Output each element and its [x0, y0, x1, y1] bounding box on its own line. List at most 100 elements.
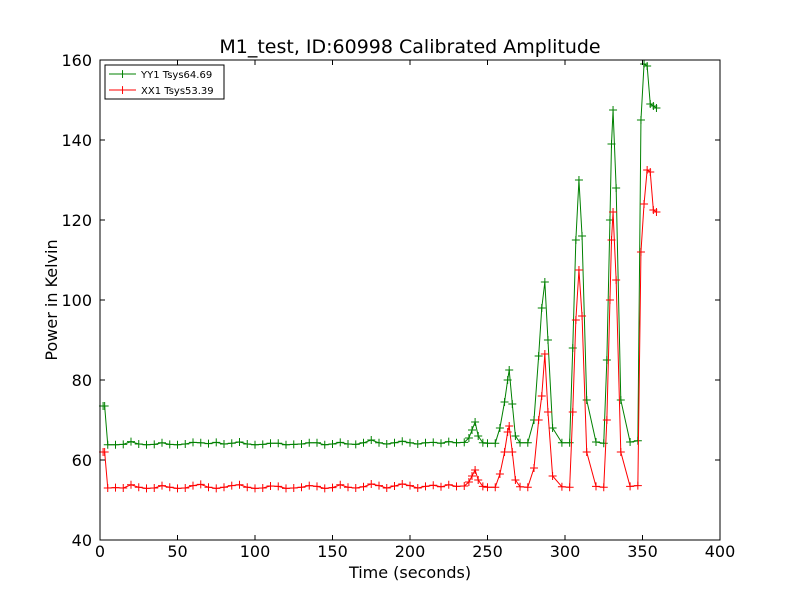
- data-point: [289, 484, 298, 492]
- data-point: [565, 483, 574, 492]
- data-point: [134, 440, 143, 448]
- data-point: [530, 464, 538, 472]
- data-point: [460, 438, 469, 447]
- data-point: [516, 438, 525, 447]
- data-point: [429, 438, 438, 447]
- data-point: [557, 482, 566, 491]
- data-point: [258, 484, 267, 492]
- data-point: [158, 438, 166, 447]
- data-point: [196, 480, 205, 489]
- data-point: [103, 484, 112, 492]
- data-point: [643, 62, 652, 70]
- data-point: [483, 483, 492, 492]
- data-point: [297, 440, 306, 448]
- data-point: [344, 440, 352, 448]
- data-point: [540, 278, 549, 286]
- data-point: [460, 482, 469, 490]
- data-point: [503, 376, 512, 384]
- data-point: [367, 480, 376, 488]
- data-point: [523, 483, 532, 492]
- data-point: [582, 396, 591, 404]
- data-point: [505, 422, 514, 430]
- data-point: [548, 424, 557, 432]
- data-point: [616, 448, 625, 456]
- data-point: [111, 483, 120, 492]
- x-tick-label: 50: [167, 542, 187, 561]
- data-point: [421, 482, 430, 491]
- data-point: [150, 484, 159, 492]
- data-point: [452, 482, 461, 491]
- y-tick-label: 140: [61, 131, 92, 150]
- data-point: [390, 482, 399, 490]
- data-point: [289, 440, 298, 449]
- data-point: [251, 484, 259, 493]
- data-point: [351, 440, 360, 449]
- data-point: [421, 438, 430, 447]
- data-point: [375, 438, 383, 447]
- data-point: [508, 448, 517, 456]
- data-point: [471, 418, 480, 426]
- data-point: [474, 476, 483, 484]
- data-point: [464, 478, 473, 486]
- data-point: [258, 440, 267, 449]
- data-point: [495, 424, 504, 432]
- data-point: [127, 437, 135, 446]
- y-tick-label: 80: [72, 371, 92, 390]
- data-point: [565, 438, 574, 447]
- data-point: [599, 483, 608, 492]
- legend-label-yy1: YY1 Tsys64.69: [140, 70, 212, 81]
- data-point: [243, 440, 252, 448]
- data-point: [100, 402, 109, 410]
- data-point: [568, 408, 577, 416]
- x-tick-label: 0: [95, 542, 105, 561]
- data-point: [471, 466, 480, 474]
- data-point: [491, 483, 500, 492]
- data-point: [382, 484, 391, 492]
- data-point: [220, 440, 228, 448]
- data-point: [313, 482, 321, 491]
- data-point: [359, 482, 368, 491]
- data-point: [305, 481, 314, 490]
- data-point: [251, 440, 259, 449]
- data-point: [204, 483, 213, 492]
- data-point: [607, 236, 616, 244]
- x-tick-label: 100: [240, 542, 271, 561]
- data-point: [543, 408, 552, 416]
- data-point: [652, 208, 661, 216]
- x-tick-label: 150: [317, 542, 348, 561]
- y-tick-label: 100: [61, 291, 92, 310]
- data-point: [165, 440, 174, 449]
- data-point: [468, 472, 476, 480]
- data-point: [636, 116, 645, 124]
- data-point: [344, 483, 352, 492]
- data-point: [282, 484, 290, 493]
- data-point: [220, 483, 228, 492]
- data-point: [444, 437, 453, 446]
- data-point: [511, 432, 520, 440]
- data-point: [582, 448, 591, 456]
- y-tick-label: 40: [72, 531, 92, 550]
- data-point: [127, 480, 135, 489]
- data-point: [305, 438, 314, 447]
- data-point: [511, 476, 520, 484]
- data-point: [495, 470, 504, 478]
- data-point: [592, 482, 600, 491]
- data-point: [390, 438, 399, 447]
- data-point: [444, 480, 453, 489]
- data-point: [578, 232, 587, 240]
- data-point: [212, 484, 221, 493]
- data-point: [382, 440, 391, 448]
- data-point: [548, 472, 557, 480]
- data-point: [626, 482, 635, 491]
- data-point: [134, 483, 143, 492]
- data-point: [119, 484, 128, 492]
- data-point: [537, 304, 546, 312]
- x-axis-title: Time (seconds): [348, 563, 471, 582]
- data-point: [413, 484, 422, 492]
- data-point: [189, 438, 197, 447]
- x-tick-label: 250: [472, 542, 503, 561]
- data-point: [351, 484, 360, 492]
- data-point: [413, 440, 422, 448]
- data-point: [483, 439, 492, 448]
- data-point: [636, 248, 645, 256]
